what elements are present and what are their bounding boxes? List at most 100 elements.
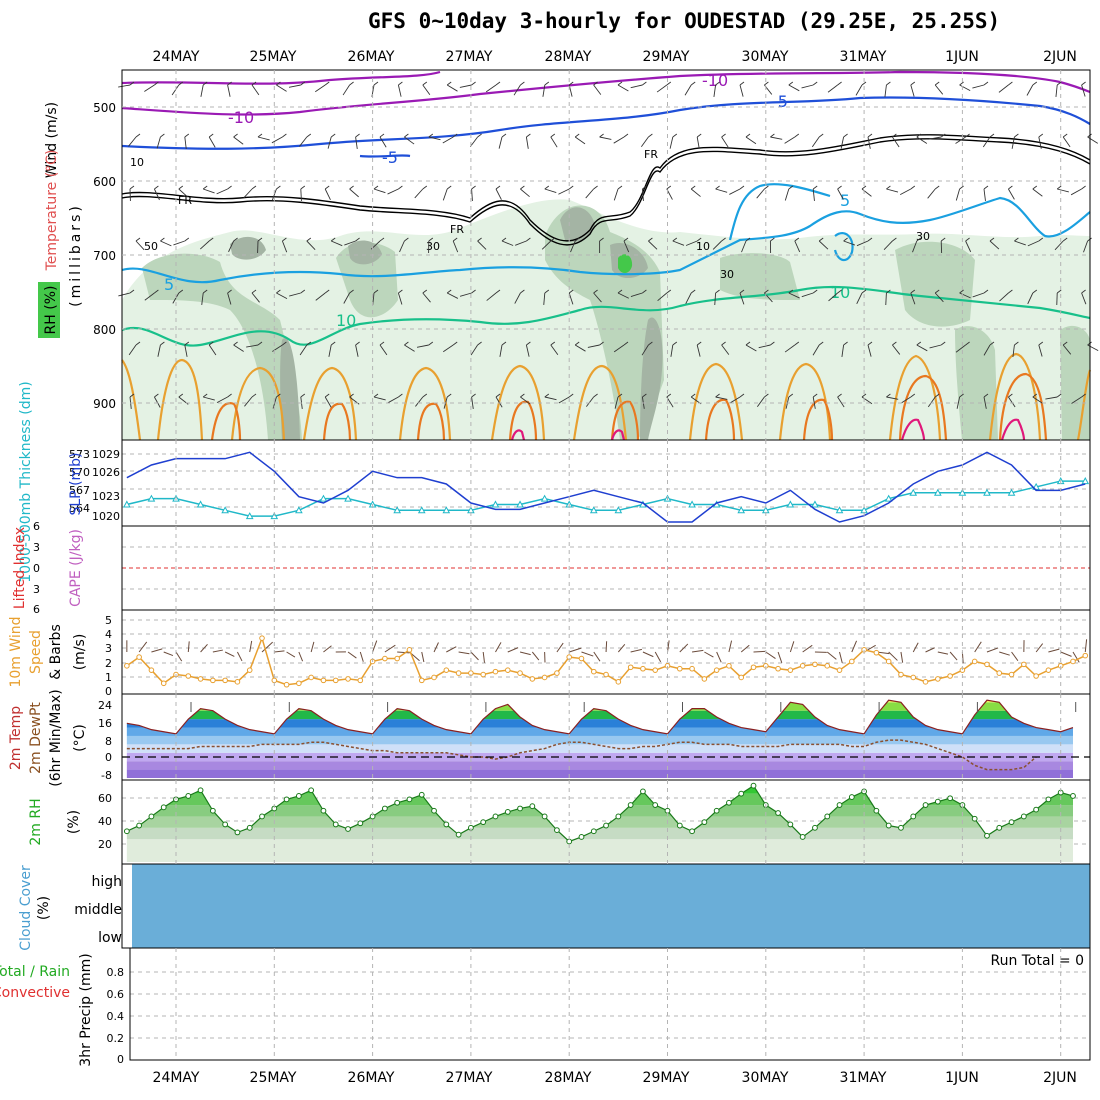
ylabel-temp-units: (°C) [72,724,88,752]
upper-wind-barb [271,136,283,144]
data-point [615,679,622,685]
upper-wind-barb [574,344,586,352]
upper-wind-barb-flag [379,237,385,242]
upper-wind-barb-flag [794,133,800,138]
upper-wind-barb [154,396,161,408]
upper-wind-barb-flag [648,133,653,138]
upper-wind-barb [446,292,459,299]
upper-wind-barb [867,136,871,149]
upper-wind-barb [982,136,991,148]
upper-wind-barb [912,240,918,253]
data-point [492,668,499,675]
date-label: 31MAY [840,1070,887,1086]
upper-wind-barb-flag [501,133,507,138]
upper-wind-barb [327,136,332,149]
upper-wind-barb-flag [202,81,208,86]
wind-barb [507,647,519,653]
data-point [245,512,254,520]
thickness-tick: 570 [69,466,90,479]
data-point [652,802,659,808]
upper-wind-barb-flag [812,185,818,190]
upper-wind-barb [756,188,765,199]
upper-wind-barb [1027,240,1039,247]
precip-tick: 0.8 [107,966,125,979]
data-point [578,655,585,662]
upper-wind-barb [171,84,180,96]
upper-wind-barb-flag [574,341,580,346]
upper-wind-barb-flag [251,81,257,86]
temp-band [126,744,1073,753]
temp-band [126,769,1073,778]
data-point [775,665,781,672]
upper-wind-barb [739,84,744,97]
upper-wind-barb [721,136,729,148]
date-label: 29MAY [643,49,690,65]
ylabel-convective: Convective [0,985,70,1001]
wind-tick: 3 [105,642,112,655]
upper-wind-barb-flag [495,185,501,190]
data-point [1008,819,1015,826]
upper-wind-barb-flag [910,289,916,294]
upper-wind-barb [983,344,991,356]
upper-wind-barb-flag [282,341,287,346]
relative-humidity-shading [122,199,1090,440]
date-label: 2JUN [1043,49,1077,65]
upper-wind-barb [306,240,316,250]
chart-title: GFS 0~10day 3-hourly for OUDESTAD (29.25… [368,9,1000,33]
wind-barb [826,651,837,660]
thickness-axis: 573 570 567 564 [69,448,90,515]
data-point [357,820,364,827]
wind-barb [138,641,148,653]
wind-barb [433,642,439,653]
upper-wind-barb [452,240,459,253]
upper-wind-barb-flag [373,185,379,190]
upper-wind-barb-flag [666,81,672,86]
upper-wind-barb-flag [373,81,379,86]
upper-wind-barb [818,240,829,250]
upper-wind-barb-flag [495,289,501,294]
upper-wind-barb [613,188,619,201]
upper-wind-barb-flag [568,289,574,294]
upper-wind-barb-flag [306,133,312,138]
upper-wind-barb [892,344,901,355]
contour-label: 30 [426,240,440,253]
wind-barb [1060,651,1072,657]
upper-wind-barb-flag [1056,81,1062,86]
data-point [996,670,1003,676]
upper-wind-barb [1014,240,1026,246]
upper-wind-barb-flag [202,185,208,190]
upper-wind-barb-flag [1081,393,1086,398]
ylabel-speed: Speed [28,630,44,674]
cloud-level-middle: middle [74,902,122,918]
data-point [787,667,794,673]
upper-wind-barb-flag [178,81,184,86]
data-point [431,807,437,814]
wind-barb [642,651,654,658]
rh-tick: 40 [98,815,112,828]
data-point [345,676,351,682]
surface-wind-panel: 5 4 3 2 1 0 10m Wind Speed & Barbs (m/s) [8,609,1091,698]
data-point [590,668,597,675]
upper-wind-barb-flag [715,393,720,398]
upper-wind-barb-flag [501,237,507,242]
upper-wind-barb [157,344,161,357]
wind-tick: 2 [105,657,112,670]
upper-wind-barb [1062,344,1072,355]
upper-wind-barb [379,136,387,148]
data-point [332,821,339,828]
upper-wind-barb-flag [934,289,940,294]
data-point [455,670,462,676]
upper-wind-barb [227,292,232,305]
data-point [689,665,695,672]
data-point [1008,671,1015,678]
upper-wind-barb-flag [843,237,848,242]
upper-wind-barb-flag [446,393,452,398]
upper-wind-barb [178,188,189,198]
data-point [578,834,585,840]
upper-wind-barb [344,240,356,246]
data-point [517,805,523,812]
wind-barb [1072,651,1080,663]
upper-wind-barb-flag [818,133,824,138]
contour-label: FR [178,194,192,207]
